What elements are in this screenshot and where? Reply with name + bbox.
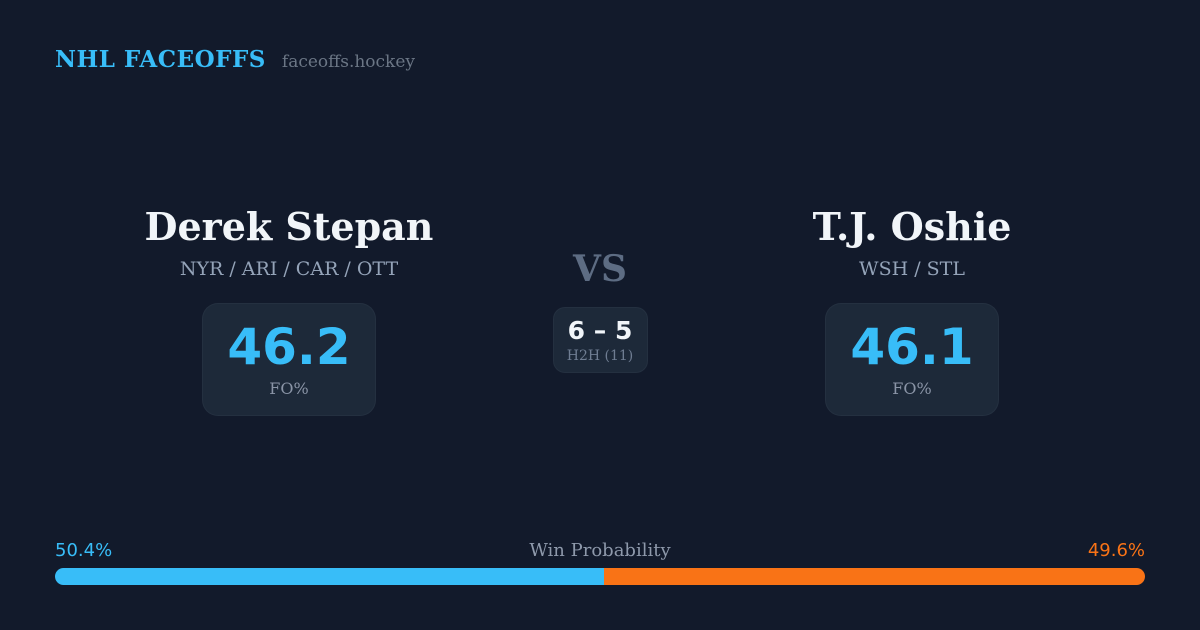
player-right-fo-value: 46.1 xyxy=(850,317,974,376)
brand-title: NHL FACEOFFS xyxy=(55,46,266,73)
h2h-panel: 6 – 5 H2H (11) xyxy=(552,307,648,373)
player-left-teams: NYR / ARI / CAR / OTT xyxy=(179,257,399,280)
h2h-label: H2H (11) xyxy=(566,347,634,364)
player-left-name: Derek Stepan xyxy=(144,204,434,249)
win-probability-bar-right-segment xyxy=(604,568,1145,585)
player-right-fo-label: FO% xyxy=(892,378,932,398)
win-probability-labels: 50.4% Win Probability 49.6% xyxy=(55,540,1145,562)
player-right-section: T.J. Oshie WSH / STL 46.1 FO% xyxy=(742,205,1082,416)
h2h-score: 6 – 5 xyxy=(567,315,633,345)
win-probability-bar-left-segment xyxy=(55,568,605,585)
player-left-fo-panel: 46.2 FO% xyxy=(202,302,376,416)
win-probability-bar xyxy=(55,568,1145,585)
player-left-fo-label: FO% xyxy=(269,378,309,398)
win-probability-title: Win Probability xyxy=(529,540,671,561)
player-right-name: T.J. Oshie xyxy=(812,204,1012,249)
site-url: faceoffs.hockey xyxy=(281,52,416,72)
player-right-fo-panel: 46.1 FO% xyxy=(825,302,999,416)
player-left-section: Derek Stepan NYR / ARI / CAR / OTT 46.2 … xyxy=(119,205,459,416)
vs-label: VS xyxy=(573,248,627,290)
win-probability-right-pct: 49.6% xyxy=(1087,540,1145,561)
header: NHL FACEOFFS faceoffs.hockey xyxy=(55,46,415,73)
player-left-fo-value: 46.2 xyxy=(227,317,351,376)
win-probability-left-pct: 50.4% xyxy=(55,540,113,561)
vs-section: VS 6 – 5 H2H (11) xyxy=(520,251,680,373)
player-right-teams: WSH / STL xyxy=(859,257,965,280)
